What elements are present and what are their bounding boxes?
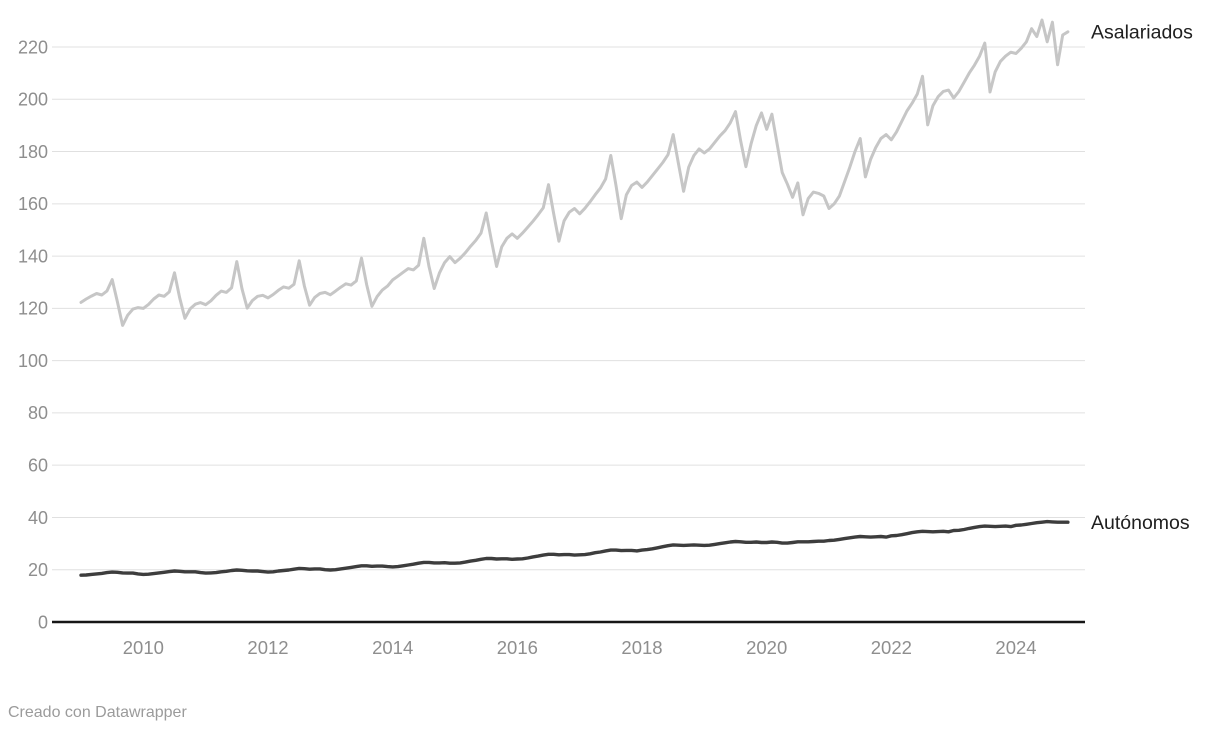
x-axis-tick-label: 2010 [123,637,164,658]
x-axis-tick-label: 2014 [372,637,413,658]
x-axis-tick-label: 2024 [995,637,1036,658]
series-label-autonomos: Autónomos [1091,512,1190,534]
autonomos-line [79,519,1070,577]
y-axis-tick-label: 60 [28,455,48,475]
x-axis-tick-label: 2018 [621,637,662,658]
y-axis-tick-label: 220 [18,37,48,57]
y-axis-tick-label: 120 [18,299,48,319]
x-axis-tick-label: 2012 [247,637,288,658]
asalariados-line [79,18,1070,327]
y-axis-tick-label: 80 [28,403,48,423]
y-axis-tick-label: 200 [18,90,48,110]
series-label-asalariados: Asalariados [1091,22,1193,44]
y-axis-tick-label: 160 [18,194,48,214]
y-axis-tick-label: 180 [18,142,48,162]
x-axis-tick-label: 2016 [497,637,538,658]
x-axis-tick-label: 2022 [871,637,912,658]
footer-credit: Creado con Datawrapper [8,704,187,721]
y-axis-tick-label: 0 [38,612,48,632]
line-chart: 0 20 40 60 80 100 120 140 160 180 200 220 2010 2012 20… [18,18,1193,658]
y-axis-tick-label: 140 [18,246,48,266]
y-axis-tick-label: 40 [28,508,48,528]
x-axis-tick-label: 2020 [746,637,787,658]
y-axis-tick-label: 20 [28,560,48,580]
y-axis-tick-label: 100 [18,351,48,371]
